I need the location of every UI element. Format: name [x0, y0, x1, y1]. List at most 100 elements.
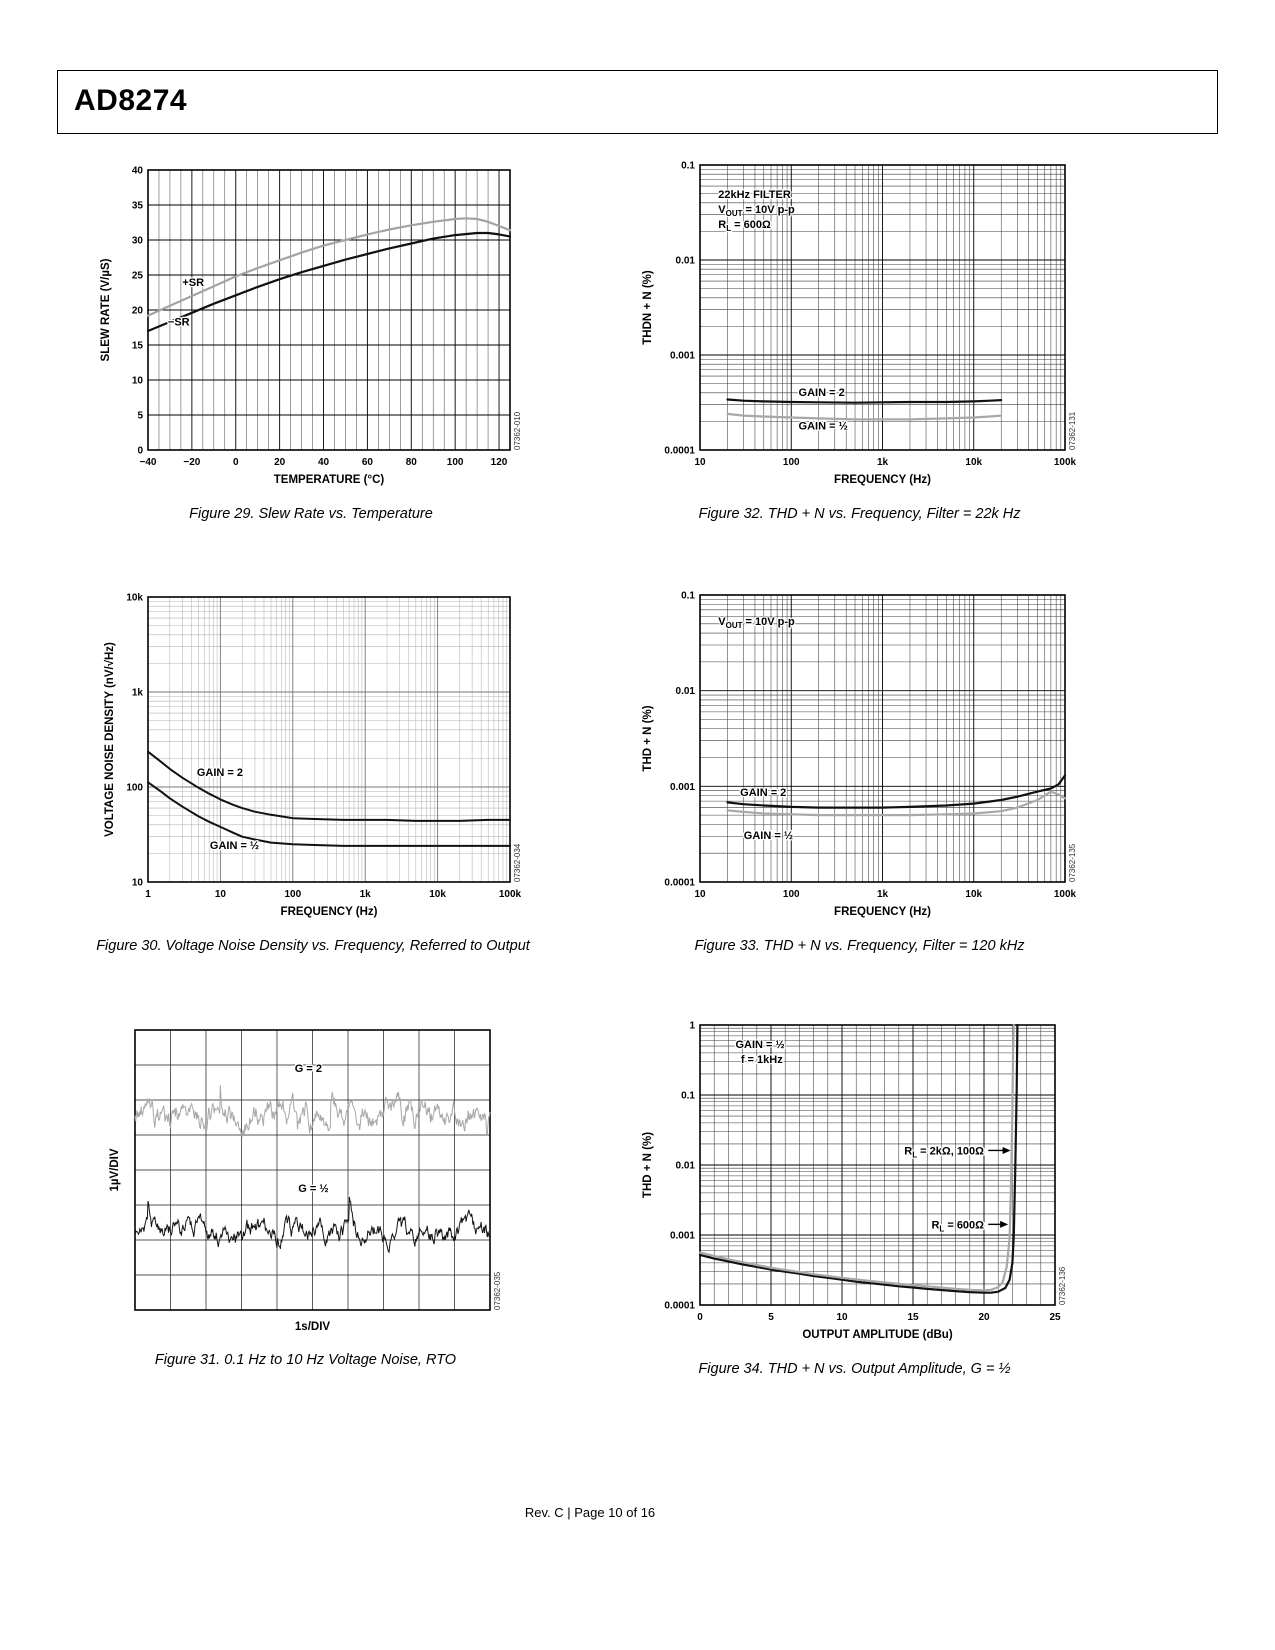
svg-text:−SR: −SR	[168, 316, 190, 328]
chart-svg-fig29: −40 −20 0 20 40 60 80 100 120 0 5 10 15 20 25 30 35 40 TEM…	[100, 166, 522, 487]
figure-30-caption: Figure 30. Voltage Noise Density vs. Fre…	[96, 938, 530, 954]
svg-text:RL = 600Ω: RL = 600Ω	[931, 1219, 984, 1233]
figure-watermark: 07362-034	[513, 843, 522, 882]
figure-watermark: 07362-010	[513, 411, 522, 450]
svg-text:0: 0	[233, 457, 239, 468]
header-box: AD8274	[57, 70, 1218, 134]
svg-text:40: 40	[318, 457, 330, 468]
svg-text:GAIN = 2: GAIN = 2	[740, 787, 786, 799]
svg-text:10: 10	[215, 889, 227, 900]
svg-text:VOUT = 10V p-p: VOUT = 10V p-p	[718, 616, 795, 630]
svg-text:100: 100	[783, 889, 800, 900]
chart-voltage-noise-scope: 1s/DIV 1µV/DIV G = 2 G = ½ 07362-035	[105, 1020, 506, 1346]
svg-text:0.1: 0.1	[681, 591, 695, 602]
svg-text:GAIN = ½: GAIN = ½	[210, 840, 259, 852]
series-+SR	[146, 217, 512, 317]
svg-text:100k: 100k	[1054, 457, 1077, 468]
svg-text:22kHz FILTER: 22kHz FILTER	[718, 189, 791, 201]
svg-text:GAIN = ½: GAIN = ½	[736, 1039, 785, 1051]
series-GAIN = 2	[726, 398, 1003, 404]
figure-29-caption: Figure 29. Slew Rate vs. Temperature	[189, 506, 433, 522]
svg-text:100k: 100k	[499, 889, 522, 900]
svg-text:40: 40	[132, 166, 144, 177]
svg-text:VOLTAGE NOISE DENSITY (nV/√Hz): VOLTAGE NOISE DENSITY (nV/√Hz)	[103, 642, 116, 837]
svg-text:5: 5	[768, 1312, 774, 1323]
svg-text:1µV/DIV: 1µV/DIV	[109, 1148, 121, 1191]
figure-33-caption: Figure 33. THD + N vs. Frequency, Filter…	[694, 938, 1025, 954]
svg-text:100: 100	[783, 457, 800, 468]
svg-text:G = 2: G = 2	[295, 1063, 322, 1075]
svg-text:SLEW RATE (V/µS): SLEW RATE (V/µS)	[100, 258, 112, 361]
svg-text:FREQUENCY (Hz): FREQUENCY (Hz)	[834, 474, 931, 486]
figure-32: 10 100 1k 10k 100k 0.0001 0.001 0.01 0.1 FREQUENC…	[638, 155, 1081, 523]
svg-text:10: 10	[694, 889, 706, 900]
svg-text:100: 100	[284, 889, 301, 900]
svg-text:25: 25	[132, 271, 144, 282]
figure-watermark: 07362-136	[1058, 1266, 1067, 1305]
chart-svg-fig34: 0 5 10 15 20 25 0.0001 0.001 0.01 0.1 1 OUTPUT AMPL…	[642, 1021, 1067, 1342]
svg-text:120: 120	[491, 457, 508, 468]
part-number-title: AD8274	[74, 84, 188, 117]
svg-text:0.0001: 0.0001	[664, 446, 695, 457]
figure-34-caption: Figure 34. THD + N vs. Output Amplitude,…	[698, 1361, 1011, 1377]
svg-text:20: 20	[978, 1312, 990, 1323]
svg-text:0.0001: 0.0001	[664, 1301, 695, 1312]
svg-text:1s/DIV: 1s/DIV	[295, 1321, 330, 1333]
svg-text:f = 1kHz: f = 1kHz	[741, 1054, 783, 1066]
series-GAIN = ½	[147, 781, 511, 847]
svg-text:10k: 10k	[126, 593, 143, 604]
chart-slew-rate-vs-temperature: −40 −20 0 20 40 60 80 100 120 0 5 10 15 20 25 30 35 40 TEM…	[96, 160, 526, 500]
svg-text:0.1: 0.1	[681, 1091, 695, 1102]
series-RL = 2kΩ, 100Ω	[698, 1023, 1019, 1294]
svg-text:THDN + N (%): THDN + N (%)	[642, 270, 654, 345]
svg-text:THD + N (%): THD + N (%)	[642, 1132, 654, 1198]
chart-thdn-vs-frequency-22k-filter: 10 100 1k 10k 100k 0.0001 0.001 0.01 0.1 FREQUENC…	[638, 155, 1081, 500]
noise-trace-G = ½	[134, 1196, 491, 1254]
svg-text:10: 10	[132, 878, 144, 889]
series-GAIN = ½	[726, 790, 1067, 817]
svg-text:TEMPERATURE (°C): TEMPERATURE (°C)	[274, 474, 385, 486]
svg-text:80: 80	[406, 457, 418, 468]
svg-text:G = ½: G = ½	[298, 1183, 328, 1195]
svg-text:100: 100	[447, 457, 464, 468]
svg-text:FREQUENCY (Hz): FREQUENCY (Hz)	[281, 906, 378, 918]
chart-thd-vs-frequency-120k-filter: 10 100 1k 10k 100k 0.0001 0.001 0.01 0.1 FREQUENC…	[638, 585, 1081, 932]
series-GAIN = ½	[726, 412, 1003, 421]
svg-text:15: 15	[132, 341, 144, 352]
svg-text:GAIN = ½: GAIN = ½	[744, 830, 793, 842]
chart-voltage-noise-density-vs-frequency: 1 10 100 1k 10k 100k 10 100 1k 10k FREQUENCY (Hz) V…	[100, 587, 526, 932]
svg-text:FREQUENCY (Hz): FREQUENCY (Hz)	[834, 906, 931, 918]
svg-text:0.001: 0.001	[670, 1231, 695, 1242]
svg-text:GAIN = 2: GAIN = 2	[197, 767, 243, 779]
svg-text:10: 10	[836, 1312, 848, 1323]
series-−SR	[146, 231, 512, 333]
svg-text:GAIN = ½: GAIN = ½	[799, 420, 848, 432]
svg-text:10k: 10k	[965, 889, 982, 900]
svg-text:0.001: 0.001	[670, 351, 695, 362]
svg-text:1k: 1k	[360, 889, 372, 900]
svg-text:30: 30	[132, 236, 144, 247]
svg-text:−40: −40	[140, 457, 157, 468]
figure-watermark: 07362-135	[1068, 843, 1077, 882]
chart-svg-fig33: 10 100 1k 10k 100k 0.0001 0.001 0.01 0.1 FREQUENC…	[642, 591, 1077, 919]
series-RL = 600Ω	[698, 1023, 1015, 1292]
svg-text:0.01: 0.01	[676, 256, 696, 267]
svg-text:35: 35	[132, 201, 144, 212]
svg-text:100: 100	[126, 783, 143, 794]
svg-text:0.0001: 0.0001	[664, 878, 695, 889]
chart-svg-fig31: 1s/DIV 1µV/DIV G = 2 G = ½ 07362-035	[109, 1029, 502, 1333]
svg-text:10k: 10k	[965, 457, 982, 468]
svg-text:0: 0	[697, 1312, 703, 1323]
svg-text:THD + N (%): THD + N (%)	[642, 705, 654, 771]
figure-32-caption: Figure 32. THD + N vs. Frequency, Filter…	[698, 506, 1021, 522]
svg-text:5: 5	[137, 411, 143, 422]
svg-text:60: 60	[362, 457, 374, 468]
figure-31-caption: Figure 31. 0.1 Hz to 10 Hz Voltage Noise…	[154, 1352, 457, 1368]
svg-text:−20: −20	[183, 457, 200, 468]
svg-text:RL = 600Ω: RL = 600Ω	[718, 219, 771, 233]
svg-text:0.001: 0.001	[670, 782, 695, 793]
page-footer: Rev. C | Page 10 of 16	[524, 1505, 656, 1520]
figure-watermark: 07362-131	[1068, 411, 1077, 450]
